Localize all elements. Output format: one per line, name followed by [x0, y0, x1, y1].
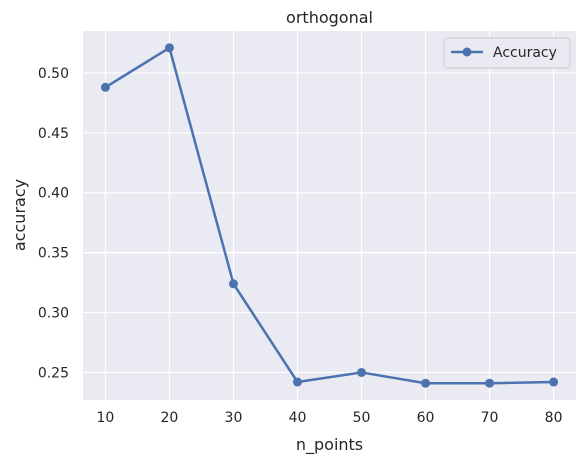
- data-point: [357, 367, 367, 377]
- x-tick-label: 60: [417, 410, 435, 426]
- x-tick-label: 70: [481, 410, 499, 426]
- x-tick-label: 80: [545, 410, 563, 426]
- y-tick-label: 0.35: [38, 246, 69, 262]
- data-point: [292, 377, 302, 387]
- legend-label: Accuracy: [493, 45, 557, 61]
- x-tick-label: 30: [225, 410, 243, 426]
- y-tick-label: 0.40: [38, 186, 69, 202]
- x-tick-label: 40: [289, 410, 307, 426]
- x-axis-label: n_points: [296, 435, 363, 455]
- data-point: [100, 82, 110, 92]
- x-tick-labels: 10 20 30 40 50 60 70 80: [96, 410, 562, 426]
- y-tick-labels: 0.25 0.30 0.35 0.40 0.45 0.50: [38, 66, 69, 382]
- x-tick-label: 10: [96, 410, 114, 426]
- x-tick-label: 50: [353, 410, 371, 426]
- x-tick-label: 20: [161, 410, 179, 426]
- data-point: [164, 43, 174, 53]
- data-point: [228, 279, 238, 289]
- series-layer: [100, 43, 559, 388]
- data-point: [421, 378, 431, 388]
- y-tick-label: 0.25: [38, 365, 69, 381]
- legend: Accuracy: [443, 37, 571, 69]
- chart-title: orthogonal: [286, 8, 373, 27]
- data-point: [549, 377, 559, 387]
- y-tick-label: 0.30: [38, 306, 69, 322]
- legend-box: [443, 37, 571, 69]
- y-axis-label: accuracy: [10, 179, 29, 251]
- y-tick-label: 0.50: [38, 66, 69, 82]
- data-point: [485, 378, 495, 388]
- y-tick-label: 0.45: [38, 126, 69, 142]
- grid-lines: [83, 31, 576, 400]
- series-line-accuracy: [104, 46, 554, 385]
- plot-background: [83, 31, 576, 400]
- legend-marker-sample: [462, 47, 472, 57]
